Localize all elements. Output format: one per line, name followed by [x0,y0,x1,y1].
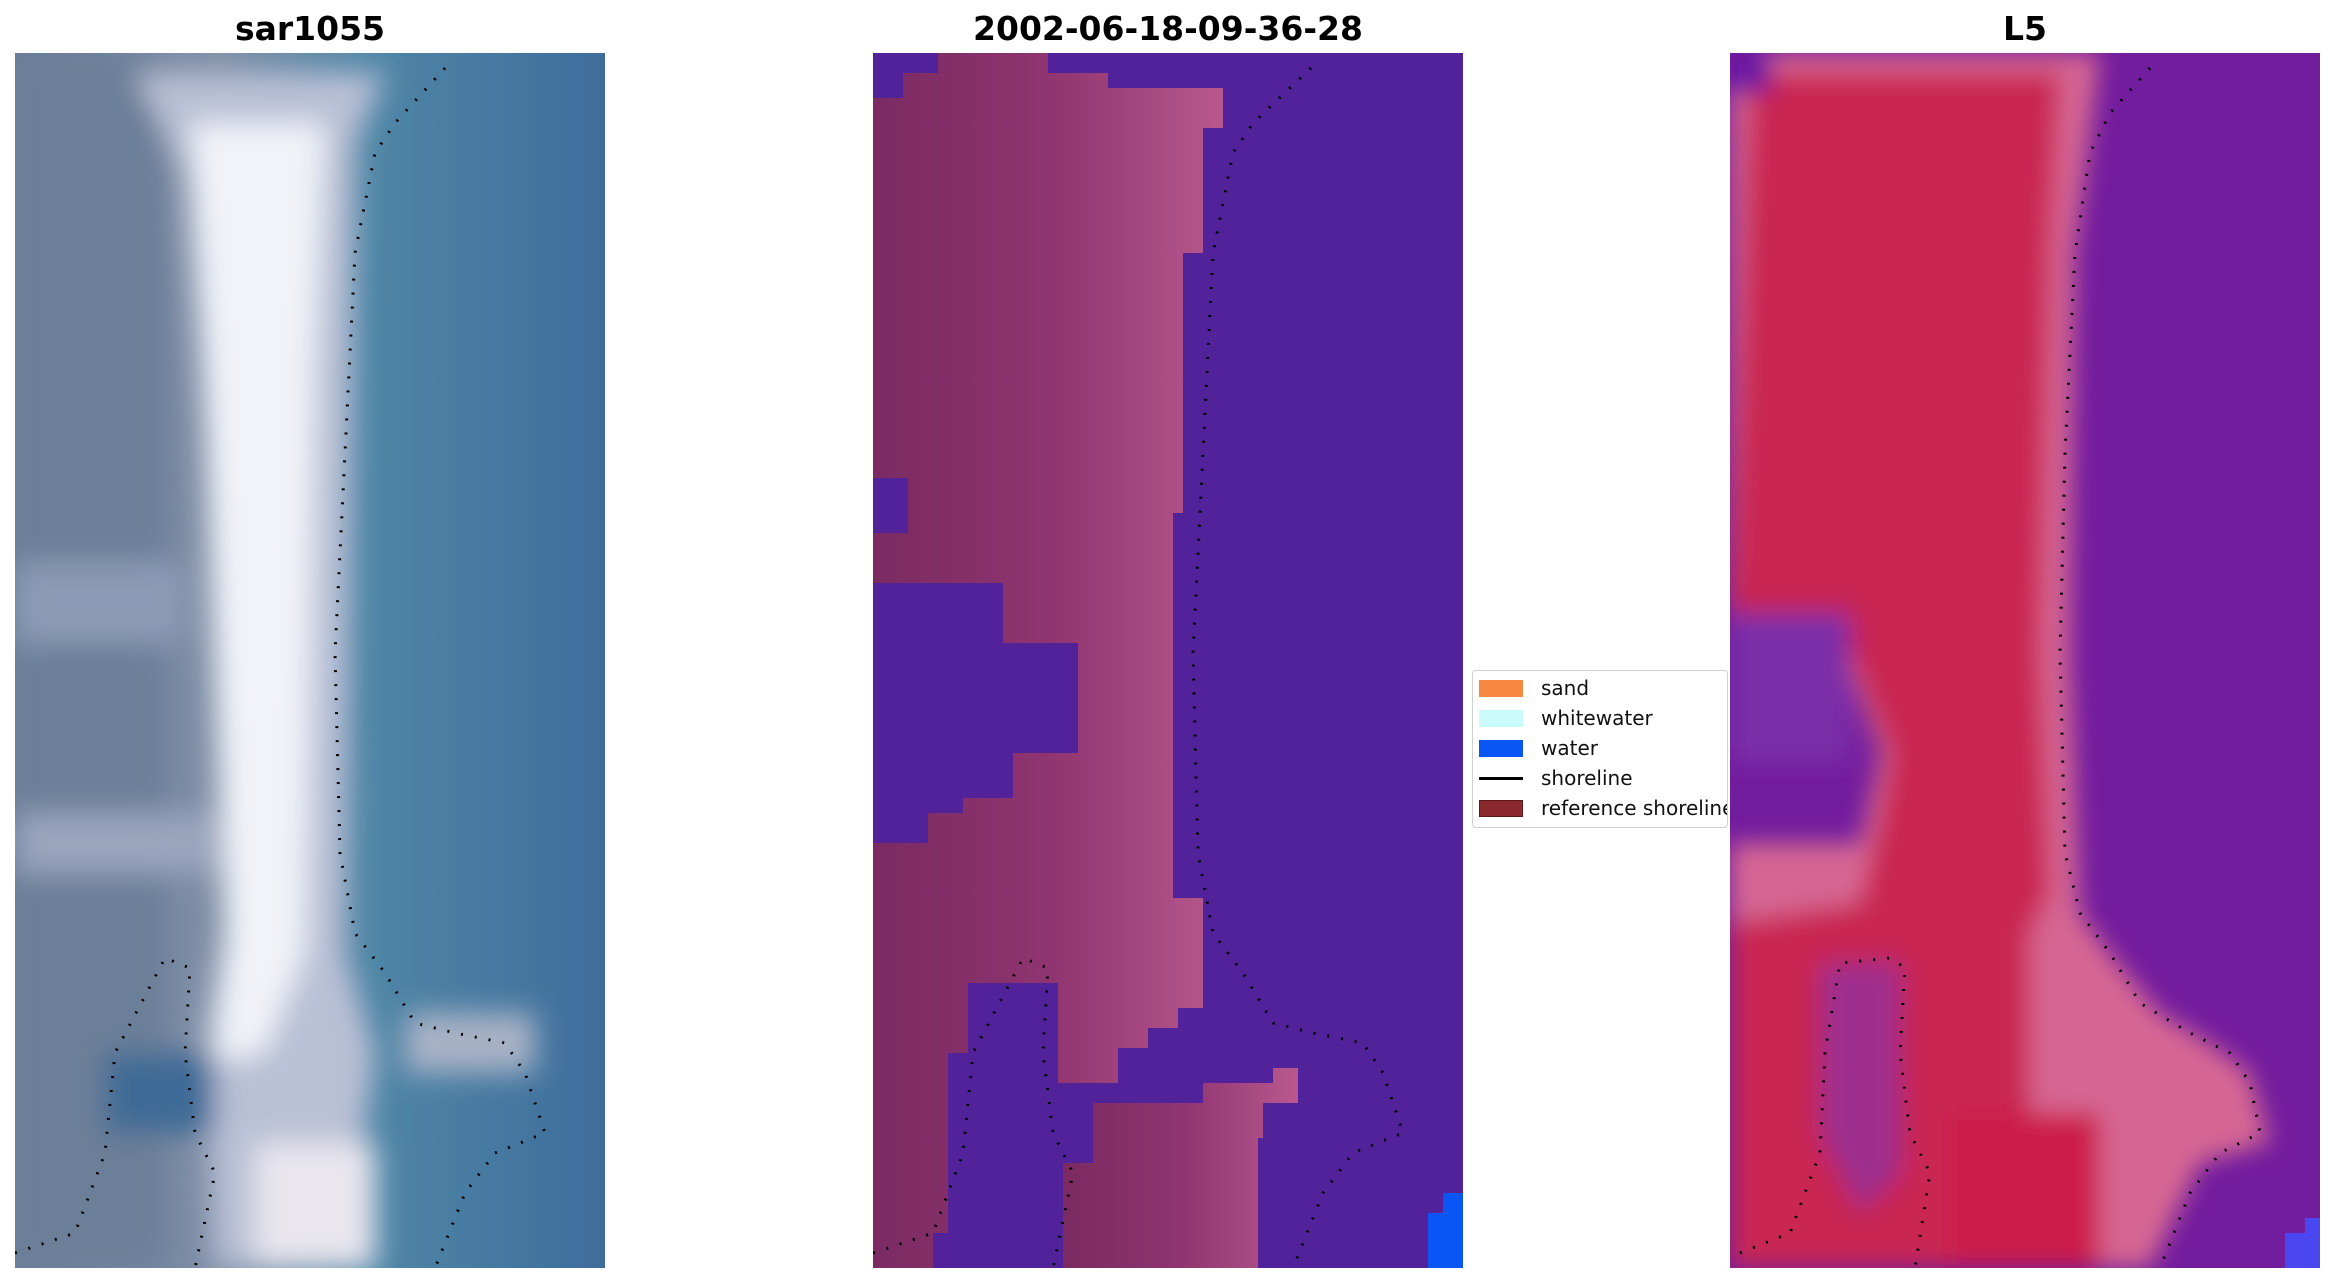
index-map [1730,53,2320,1268]
legend-item-sand: sand [1479,674,1589,702]
legend-label: reference shoreline [1541,796,1728,820]
index-panel [1730,53,2320,1268]
legend-label: water [1541,736,1598,760]
legend-swatch-water [1479,739,1523,757]
classification-panel [873,53,1463,1268]
rgb-image-panel [15,53,605,1268]
legend-swatch-sand [1479,679,1523,697]
legend-item-water: water [1479,734,1598,762]
legend-label: shoreline [1541,766,1633,790]
legend-swatch-whitewater [1479,709,1523,727]
legend-swatch-reference-shoreline [1479,799,1523,817]
panel-title-classification: 2002-06-18-09-36-28 [973,9,1363,48]
panel-title-index: L5 [2003,9,2047,48]
legend-line-shoreline [1479,776,1523,780]
legend-label: whitewater [1541,706,1653,730]
panel-title-rgb: sar1055 [234,9,386,48]
legend-item-reference-shoreline: reference shoreline [1479,794,1728,822]
rgb-satellite-image [15,53,605,1268]
legend-item-whitewater: whitewater [1479,704,1653,732]
legend-item-shoreline: shoreline [1479,764,1633,792]
classification-map [873,53,1463,1268]
legend-label: sand [1541,676,1590,700]
legend: sand whitewater water shoreline referenc… [1472,670,1728,828]
